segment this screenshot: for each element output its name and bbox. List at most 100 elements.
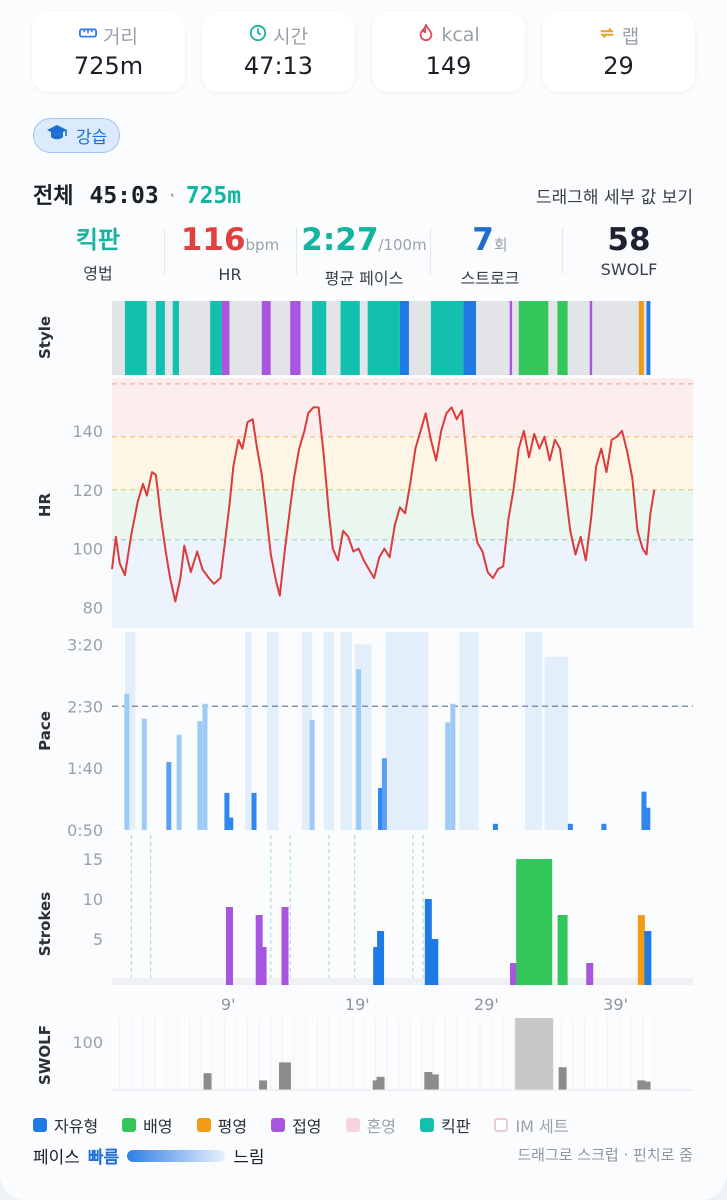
legend-swatch bbox=[196, 1118, 211, 1132]
pace-rest-band bbox=[544, 656, 568, 830]
hr-zone-band bbox=[112, 378, 693, 437]
time-tick-label: 39' bbox=[603, 995, 628, 1014]
strokes-bar bbox=[557, 915, 568, 985]
pace-tick-label: 3:20 bbox=[67, 635, 103, 654]
stroke-legend: 자유형 배영 평영 접영 혼영 킥판 IM 세트 bbox=[33, 1113, 593, 1137]
metric-strokes: 7회 스트로크 bbox=[440, 222, 540, 289]
legend-swatch bbox=[271, 1118, 286, 1132]
lesson-chip[interactable]: 강습 bbox=[33, 118, 121, 153]
summary-dot: · bbox=[168, 184, 176, 209]
strokes-bar bbox=[377, 931, 385, 985]
time-value: 47:13 bbox=[243, 52, 314, 80]
swolf-bar bbox=[424, 1072, 433, 1090]
strokes-bar bbox=[644, 931, 652, 985]
style-segment bbox=[548, 301, 558, 375]
distance-card: 거리 725m bbox=[32, 12, 185, 92]
pace-bar bbox=[601, 823, 607, 830]
legend-item: 혼영 bbox=[345, 1113, 396, 1137]
metric-pace: 2:27/100m 평균 페이스 bbox=[296, 222, 432, 289]
style-segment bbox=[592, 301, 639, 375]
legend-label: 접영 bbox=[292, 1117, 322, 1136]
pace-bar bbox=[224, 792, 230, 830]
pace-bar bbox=[450, 703, 456, 830]
time-card: 시간 47:13 bbox=[202, 12, 355, 92]
style-segment bbox=[512, 301, 519, 375]
strokes-bar bbox=[255, 915, 263, 985]
repeat-icon bbox=[598, 24, 616, 47]
style-segment bbox=[210, 301, 222, 375]
style-segment bbox=[326, 301, 341, 375]
pace-bar bbox=[124, 693, 130, 830]
drag-hint: 드래그해 세부 값 보기 bbox=[536, 188, 693, 208]
pace-bar bbox=[176, 734, 182, 830]
pace-bar bbox=[197, 721, 203, 830]
pace-rest-band bbox=[323, 632, 335, 830]
strokes-bar bbox=[637, 915, 645, 985]
pace-bar bbox=[141, 718, 147, 830]
legend-item: 자유형 bbox=[33, 1113, 98, 1137]
graduation-cap-icon bbox=[46, 124, 68, 147]
style-segment bbox=[567, 301, 590, 375]
pace-bar bbox=[567, 823, 573, 830]
style-segment bbox=[155, 301, 165, 375]
strokes-bar bbox=[424, 899, 432, 985]
pace-bar bbox=[381, 758, 387, 830]
clock-icon bbox=[249, 24, 267, 47]
style-segment bbox=[146, 301, 156, 375]
swolf-bar bbox=[376, 1076, 385, 1090]
pace-rest-band bbox=[525, 632, 542, 830]
session-summary: 전체 45:03 · 725m bbox=[33, 178, 241, 210]
strokes-bar bbox=[225, 907, 233, 985]
style-segment bbox=[179, 301, 211, 375]
legend-label: 평영 bbox=[217, 1117, 248, 1136]
pace-bar bbox=[492, 823, 498, 830]
strokes-label: 스트로크 bbox=[460, 269, 520, 288]
hr-line bbox=[111, 406, 656, 603]
laps-label: 랩 bbox=[621, 25, 640, 48]
strokes-bar bbox=[510, 963, 518, 985]
style-segment bbox=[172, 301, 180, 375]
stroke-label: 영법 bbox=[83, 264, 113, 283]
flame-icon bbox=[417, 22, 435, 47]
style-segment bbox=[300, 301, 313, 375]
pace-bar bbox=[378, 787, 384, 830]
summary-label: 전체 bbox=[33, 184, 74, 209]
pace-gradient bbox=[127, 1149, 226, 1162]
hr-label: HR bbox=[218, 265, 242, 284]
legend-item: IM 세트 bbox=[494, 1113, 569, 1137]
style-segment bbox=[340, 301, 360, 375]
pace-rest-band bbox=[459, 632, 479, 830]
pace-rest-band bbox=[266, 632, 279, 830]
calories-card: kcal 149 bbox=[372, 12, 525, 92]
swolf-bar bbox=[203, 1073, 212, 1090]
swolf-bar bbox=[515, 1018, 554, 1090]
legend-label: 킥판 bbox=[440, 1117, 471, 1136]
pace-scale-label: 페이스 bbox=[33, 1148, 80, 1168]
hr-tick-label: 80 bbox=[83, 598, 103, 617]
strokes-bar bbox=[281, 907, 289, 985]
style-segment bbox=[270, 301, 291, 375]
time-tick-label: 9' bbox=[221, 995, 236, 1014]
legend-label: IM 세트 bbox=[515, 1117, 569, 1136]
swolf-bar bbox=[279, 1062, 292, 1090]
hr-tick-label: 100 bbox=[72, 540, 103, 559]
pace-tick-label: 1:40 bbox=[67, 759, 103, 778]
time-label: 시간 bbox=[273, 25, 308, 48]
scrub-zoom-hint: 드래그로 스크럽 · 핀치로 줌 bbox=[517, 1146, 693, 1164]
summary-time: 45:03 bbox=[89, 183, 159, 209]
distance-label: 거리 bbox=[103, 25, 138, 48]
style-segment bbox=[557, 301, 568, 375]
strokes-bar bbox=[586, 963, 594, 985]
style-segment bbox=[290, 301, 301, 375]
hr-tick-label: 120 bbox=[72, 481, 103, 500]
time-tick-label: 29' bbox=[474, 995, 499, 1014]
pace-tick-label: 2:30 bbox=[67, 697, 103, 716]
legend-swatch bbox=[419, 1118, 434, 1132]
metric-divider bbox=[164, 228, 165, 274]
style-segment bbox=[509, 301, 513, 375]
strokes-bar bbox=[516, 859, 553, 985]
legend-item: 킥판 bbox=[419, 1113, 471, 1137]
pace-rest-band bbox=[385, 632, 429, 830]
style-segment bbox=[112, 301, 125, 375]
